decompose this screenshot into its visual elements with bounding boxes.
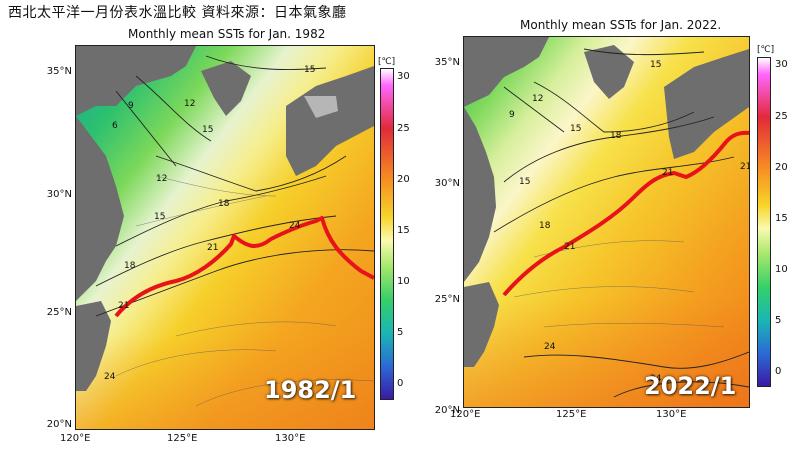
left-contour-label: 18 xyxy=(218,199,230,209)
right-cbar-tick: 20 xyxy=(775,162,788,173)
right-colorbar-unit: [℃] xyxy=(757,45,775,55)
right-contour-label: 24 xyxy=(544,342,556,352)
korea-peninsula xyxy=(584,45,634,99)
right-contour-label: 9 xyxy=(509,110,515,120)
china-coast-south xyxy=(464,107,496,282)
right-cbar-tick: 25 xyxy=(775,111,788,122)
right-lat-20: 20°N xyxy=(434,405,460,416)
korea-peninsula xyxy=(201,61,251,116)
left-contour-label: 12 xyxy=(156,174,167,184)
right-contour-label: 21 xyxy=(662,168,673,178)
taiwan-island xyxy=(464,282,499,367)
left-sst-map: 15 9 12 6 15 12 18 15 24 21 18 21 24 198… xyxy=(75,45,375,430)
right-contour-label: 21 xyxy=(740,162,749,172)
right-lat-30: 30°N xyxy=(434,178,460,189)
right-contour-label: 15 xyxy=(650,60,661,70)
left-contour-label: 15 xyxy=(154,212,165,222)
right-contour-label: 18 xyxy=(610,131,622,141)
right-contour-label: 24 xyxy=(650,374,662,384)
page-banner: 西北太平洋一月份表水溫比較 資料來源：日本氣象廳 xyxy=(8,5,347,21)
left-year-stamp: 1982/1 xyxy=(264,376,357,404)
left-contour-label: 6 xyxy=(112,121,118,131)
right-lon-125: 125°E xyxy=(556,409,587,420)
right-cbar-tick: 10 xyxy=(775,264,788,275)
left-contour-label: 9 xyxy=(128,101,134,111)
left-lon-125: 125°E xyxy=(167,433,198,444)
right-lon-130: 130°E xyxy=(656,409,687,420)
japan-kyushu xyxy=(664,49,749,159)
right-lon-120: 120°E xyxy=(450,409,481,420)
right-kuroshio-line xyxy=(502,130,749,297)
china-coast-north xyxy=(464,37,549,107)
left-map-title: Monthly mean SSTs for Jan. 1982 xyxy=(128,27,326,41)
right-contour-label: 21 xyxy=(564,242,575,252)
left-colorbar xyxy=(380,68,394,400)
taiwan-island xyxy=(76,301,111,391)
left-contour-label: 24 xyxy=(104,372,116,382)
left-lat-30: 30°N xyxy=(46,189,72,200)
left-cbar-tick: 5 xyxy=(397,327,404,338)
left-contour-label: 21 xyxy=(118,301,129,311)
left-cbar-tick: 0 xyxy=(397,378,404,389)
right-colorbar xyxy=(757,57,771,387)
right-contour-label: 15 xyxy=(519,177,530,187)
left-cbar-tick: 10 xyxy=(397,276,410,287)
left-colorbar-unit: [℃] xyxy=(378,57,396,67)
left-contour-label: 24 xyxy=(289,221,301,231)
right-cbar-tick: 0 xyxy=(775,366,782,377)
right-cbar-tick: 5 xyxy=(775,315,782,326)
left-cbar-tick: 25 xyxy=(397,123,410,134)
china-coast-south xyxy=(76,116,124,301)
left-contour-label: 18 xyxy=(124,261,136,271)
right-year-stamp: 2022/1 xyxy=(644,372,737,400)
left-lat-35: 35°N xyxy=(46,66,72,77)
left-cbar-tick: 30 xyxy=(397,71,410,82)
right-contour-label: 15 xyxy=(570,124,581,134)
japan-kyushu xyxy=(286,66,374,176)
left-contour-label: 21 xyxy=(207,243,218,253)
left-contour-label: 15 xyxy=(304,65,315,75)
left-lon-130: 130°E xyxy=(275,433,306,444)
left-lon-120: 120°E xyxy=(60,433,91,444)
left-lat-20: 20°N xyxy=(46,419,72,430)
left-kuroshio-line xyxy=(114,216,374,318)
right-lat-25: 25°N xyxy=(434,294,460,305)
right-lat-35: 35°N xyxy=(434,57,460,68)
right-contour-label: 12 xyxy=(532,94,543,104)
right-cbar-tick: 15 xyxy=(775,213,788,224)
left-contour-label: 12 xyxy=(184,99,195,109)
right-sst-map: 15 12 9 15 18 21 15 18 21 24 24 21 2022/… xyxy=(463,36,750,408)
china-coast-north xyxy=(76,46,196,116)
left-cbar-tick: 20 xyxy=(397,174,410,185)
right-contour-label: 18 xyxy=(539,221,551,231)
left-lat-25: 25°N xyxy=(46,307,72,318)
left-contour-label: 15 xyxy=(202,125,213,135)
right-cbar-tick: 30 xyxy=(775,59,788,70)
left-cbar-tick: 15 xyxy=(397,225,410,236)
right-map-title: Monthly mean SSTs for Jan. 2022. xyxy=(520,18,722,32)
